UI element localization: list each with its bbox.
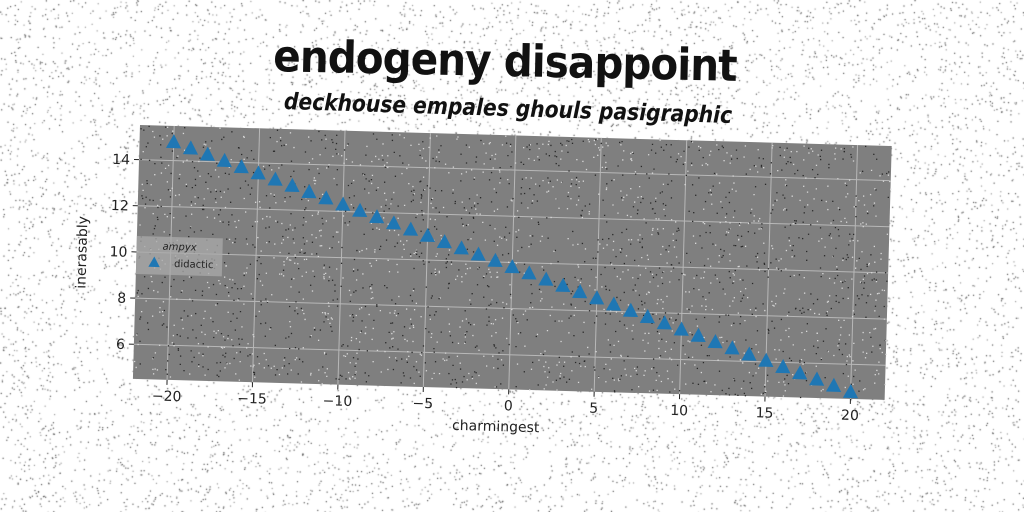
legend-marker-didactic (148, 256, 160, 268)
data-point (605, 296, 622, 311)
grid-line-y (139, 159, 891, 182)
data-point (622, 302, 639, 318)
y-tick-label: 6 (116, 337, 125, 353)
data-point (504, 259, 520, 274)
axis-ticks: −20 −15 −10 −5 0 5 10 15 20 6 8 10 12 14 (109, 152, 859, 424)
data-point (182, 140, 199, 155)
data-point (555, 277, 571, 293)
data-point (453, 240, 469, 255)
x-tick-label: 15 (755, 405, 773, 421)
data-point (233, 159, 249, 174)
data-point (741, 346, 757, 361)
x-tick-label: 20 (841, 408, 859, 424)
data-point (284, 177, 300, 193)
data-point (656, 315, 672, 330)
data-point (775, 359, 791, 374)
x-tick-label: −20 (152, 388, 182, 405)
data-point (385, 215, 402, 230)
data-point (707, 334, 723, 349)
x-tick-label: 0 (504, 398, 513, 414)
data-point (521, 265, 537, 280)
data-point (825, 377, 842, 392)
grid-line-y (133, 343, 886, 366)
data-points (165, 134, 859, 399)
x-tick-label: −5 (412, 396, 433, 413)
y-tick-label: 10 (109, 244, 127, 260)
data-point (758, 352, 774, 367)
data-point (318, 190, 334, 205)
data-point (402, 221, 419, 236)
data-point (267, 171, 283, 186)
data-point (436, 234, 452, 249)
data-point (792, 365, 808, 380)
x-tick-label: −15 (237, 391, 267, 408)
data-point (809, 371, 825, 386)
data-point (673, 321, 689, 336)
data-point (199, 146, 215, 161)
data-point (419, 227, 435, 243)
x-tick-label: 10 (670, 403, 688, 419)
data-point (639, 309, 655, 324)
x-tick-label: −10 (322, 393, 352, 410)
x-tick-label: 5 (589, 401, 598, 417)
data-point (352, 202, 368, 218)
legend: ampyx didactic (135, 235, 223, 277)
legend-title: ampyx (162, 242, 196, 254)
data-point (724, 340, 740, 355)
y-tick-label: 8 (117, 291, 126, 307)
y-tick-label: 14 (112, 152, 130, 168)
data-point (538, 271, 554, 286)
y-axis-label: inerasably (73, 216, 91, 289)
data-point (301, 184, 317, 199)
x-axis-label: charmingest (452, 418, 540, 436)
legend-label-didactic: didactic (174, 259, 214, 271)
data-point (690, 327, 706, 342)
data-point (250, 165, 266, 180)
data-point (216, 152, 232, 168)
plot-noise (133, 125, 892, 399)
data-point (470, 246, 486, 261)
data-point (842, 384, 859, 399)
data-point (572, 284, 588, 299)
data-point (335, 196, 351, 211)
data-point (589, 290, 605, 305)
y-tick-label: 12 (111, 198, 129, 214)
data-point (369, 209, 385, 224)
data-point (487, 252, 503, 268)
grid-line-y (137, 205, 890, 228)
data-point (165, 134, 182, 149)
